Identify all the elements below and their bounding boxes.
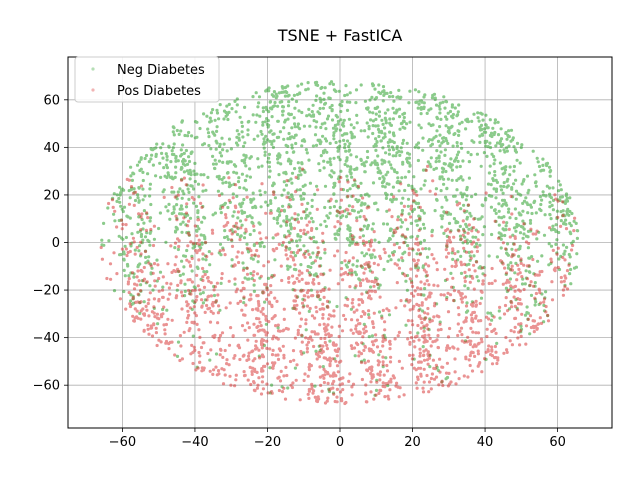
legend-marker-neg — [91, 67, 95, 71]
legend-label-neg: Neg Diabetes — [117, 63, 205, 78]
chart-title: TSNE + FastICA — [277, 26, 403, 45]
scatter-points — [99, 80, 580, 406]
x-tick-label: 40 — [477, 435, 494, 450]
y-tick-label: 0 — [52, 236, 60, 251]
y-tick-label: −40 — [33, 331, 60, 346]
x-tick-label: 60 — [549, 435, 566, 450]
y-tick-label: 20 — [43, 188, 60, 203]
x-tick-label: 20 — [404, 435, 421, 450]
x-tick-label: 0 — [336, 435, 344, 450]
y-tick-label: −20 — [33, 284, 60, 299]
x-tick-label: −20 — [254, 435, 281, 450]
x-tick-label: −60 — [109, 435, 136, 450]
legend: Neg Diabetes Pos Diabetes — [74, 56, 220, 103]
y-tick-label: 40 — [43, 141, 60, 156]
y-tick-label: 60 — [43, 93, 60, 108]
series-neg-points — [100, 80, 580, 397]
x-tick-label: −40 — [181, 435, 208, 450]
series-pos-points — [99, 164, 577, 406]
legend-label-pos: Pos Diabetes — [117, 84, 201, 99]
axis-ticks: −60 −40 −20 0 20 40 60 −60 −40 −20 0 20 40 60 — [33, 93, 566, 450]
y-tick-label: −60 — [33, 379, 60, 394]
legend-box — [74, 56, 220, 103]
legend-marker-pos — [91, 88, 95, 92]
